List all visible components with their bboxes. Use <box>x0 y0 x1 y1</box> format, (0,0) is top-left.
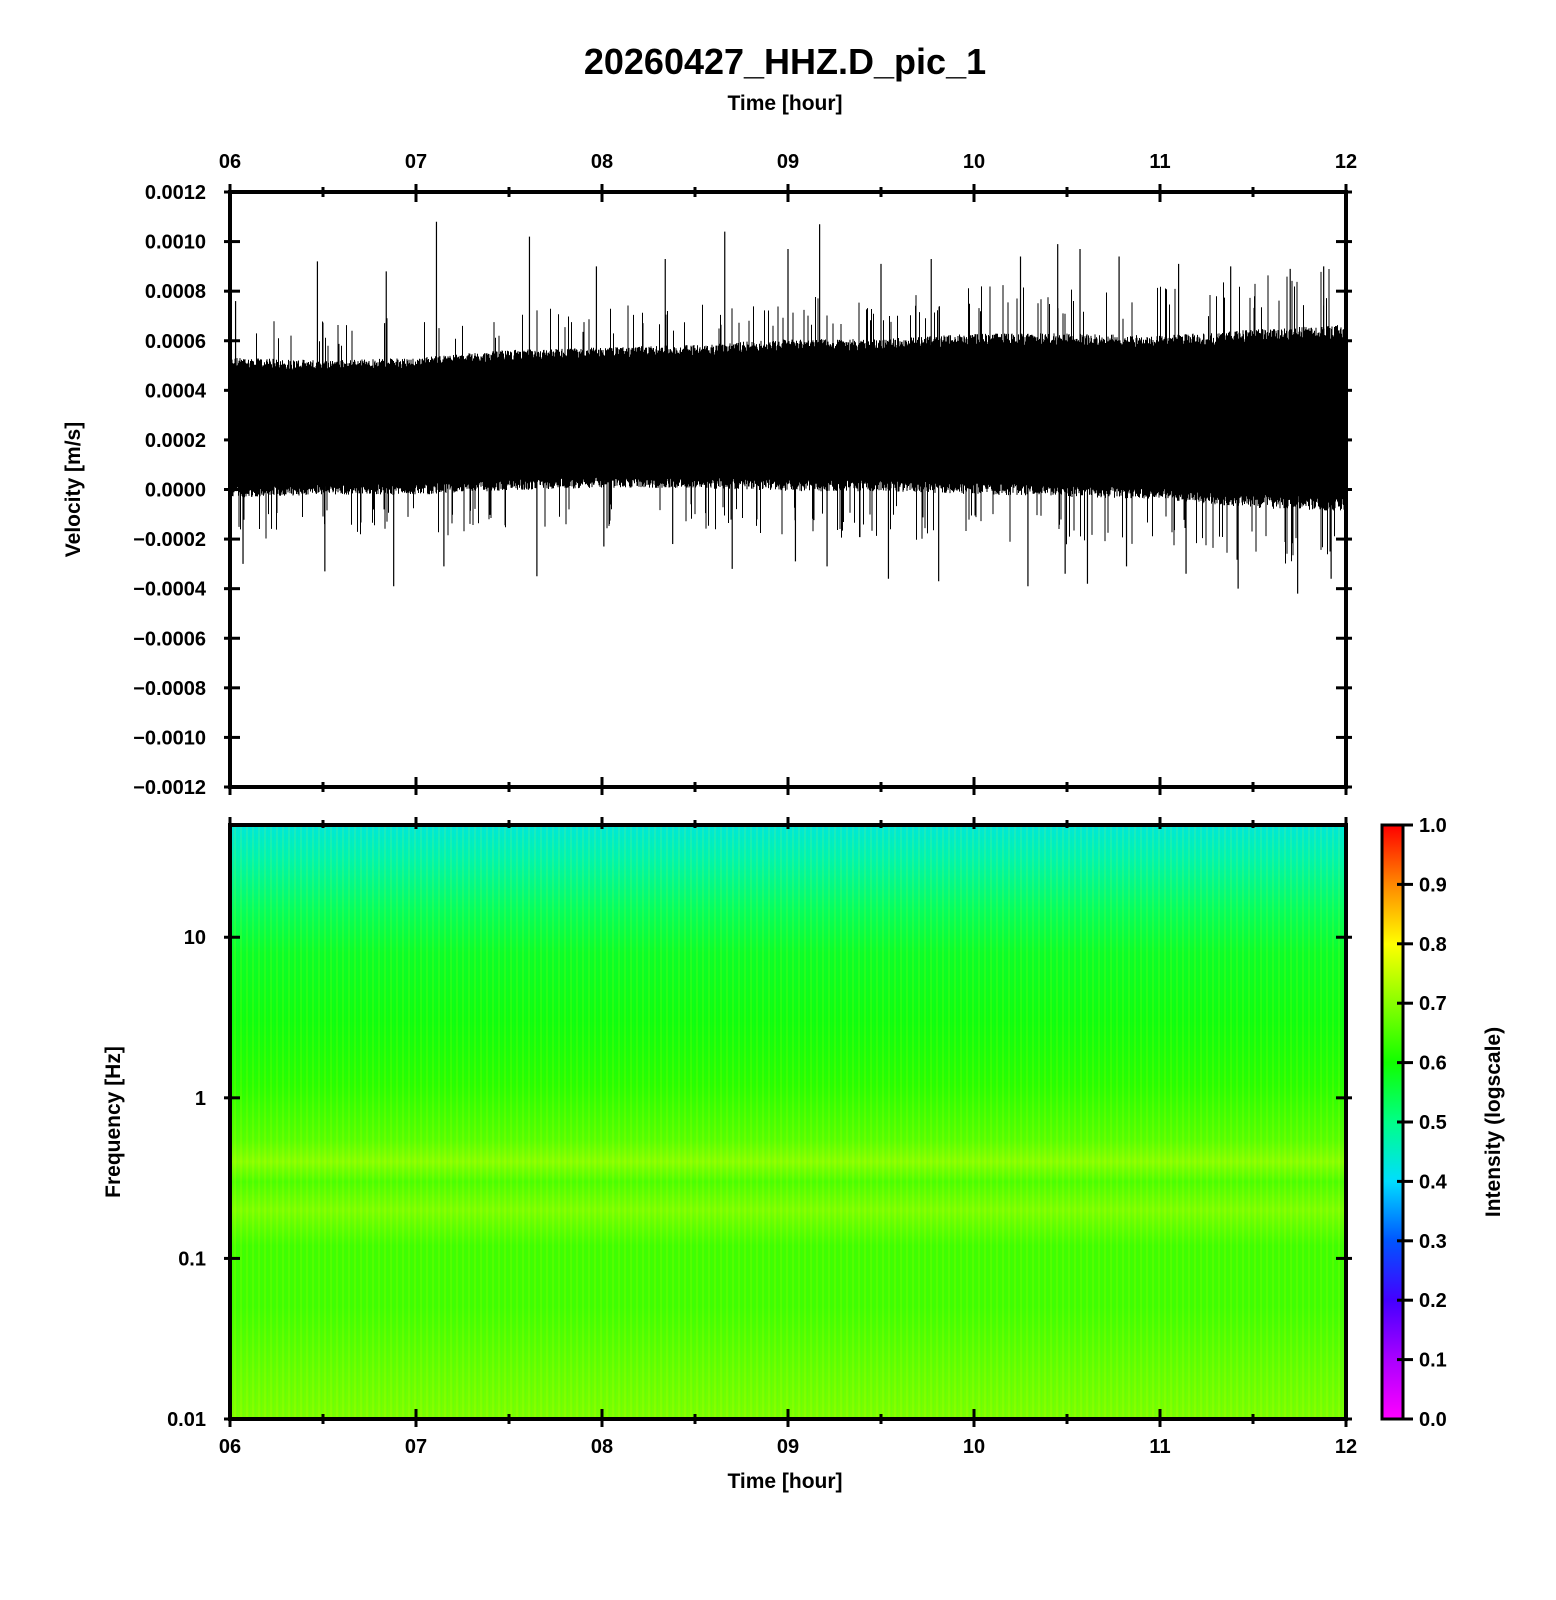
velocity-tick-label: 0.0002 <box>145 430 206 452</box>
time-tick-label: 12 <box>1335 1436 1357 1458</box>
waveform-trace <box>230 221 1346 594</box>
top-axis-label: Time [hour] <box>727 92 842 115</box>
time-tick-label: 08 <box>591 1436 613 1458</box>
time-tick-label: 09 <box>777 1436 799 1458</box>
top-time-tick-label: 12 <box>1335 151 1357 173</box>
colorbar-tick-label: 0.4 <box>1419 1171 1448 1193</box>
frequency-tick-label: 0.1 <box>178 1248 206 1270</box>
top-time-tick-label: 10 <box>963 151 985 173</box>
top-time-tick-label: 07 <box>405 151 427 173</box>
top-time-tick-label: 08 <box>591 151 613 173</box>
velocity-tick-label: 0.0004 <box>145 380 207 402</box>
colorbar: 1.0 0.9 0.8 0.7 0.6 0.5 0.4 0.3 0.2 0.1 0.0 Intens… <box>1380 815 1505 1431</box>
velocity-tick-label: −0.0006 <box>133 628 206 650</box>
velocity-tick-label: −0.0010 <box>133 727 206 749</box>
velocity-tick-label: 0.0008 <box>145 281 206 303</box>
figure-title: 20260427_HHZ.D_pic_1 <box>584 41 986 82</box>
colorbar-tick-label: 0.0 <box>1419 1409 1447 1431</box>
colorbar-tick-label: 0.2 <box>1419 1290 1447 1312</box>
time-tick-label: 11 <box>1149 1436 1170 1458</box>
colorbar-tick-label: 0.3 <box>1419 1231 1447 1253</box>
colorbar-tick-label: 0.6 <box>1419 1053 1447 1075</box>
colorbar-tick-label: 1.0 <box>1419 815 1447 837</box>
colorbar-ticks: 1.0 0.9 0.8 0.7 0.6 0.5 0.4 0.3 0.2 0.1 0.0 <box>1397 815 1448 1431</box>
colorbar-tick-label: 0.9 <box>1419 874 1447 896</box>
frequency-tick-label: 1 <box>195 1088 206 1110</box>
spectrogram-frequency-ticks: 10 1 0.1 0.01 <box>167 927 1352 1431</box>
spectrogram-texture <box>230 825 1346 1419</box>
spectrogram-panel: 06 07 08 09 10 11 12 10 1 0.1 0.01 Frequency [Hz]… <box>102 817 1357 1493</box>
time-tick-label: 07 <box>405 1436 427 1458</box>
bottom-axis-label: Time [hour] <box>727 1470 842 1493</box>
time-tick-label: 10 <box>963 1436 985 1458</box>
velocity-tick-label: −0.0012 <box>133 777 206 799</box>
velocity-tick-label: −0.0008 <box>133 678 206 700</box>
velocity-tick-label: −0.0004 <box>133 579 207 601</box>
waveform-velocity-ticks: 0.0012 0.0010 0.0008 0.0006 0.0004 0.0002 0.00… <box>133 182 1352 799</box>
colorbar-tick-label: 0.8 <box>1419 934 1447 956</box>
velocity-tick-label: 0.0012 <box>145 182 206 204</box>
waveform-panel: 06 07 08 09 10 11 12 0.00120.00100.00080.00060… <box>62 151 1357 799</box>
frequency-tick-label: 0.01 <box>167 1409 206 1431</box>
spectrogram-time-ticks: 06 07 08 09 10 11 12 <box>219 817 1357 1458</box>
time-tick-label: 06 <box>219 1436 241 1458</box>
frequency-tick-label: 10 <box>184 927 206 949</box>
waveform-top-time-ticks: 06 07 08 09 10 11 12 <box>219 151 1357 795</box>
top-time-tick-label: 06 <box>219 151 241 173</box>
colorbar-label: Intensity (logscale) <box>1482 1027 1505 1217</box>
colorbar-tick-label: 0.1 <box>1419 1350 1447 1372</box>
velocity-axis-label: Velocity [m/s] <box>62 422 85 557</box>
frequency-axis-label: Frequency [Hz] <box>102 1046 125 1198</box>
velocity-tick-label: 0.0010 <box>145 232 206 254</box>
top-time-tick-label: 11 <box>1149 151 1170 173</box>
colorbar-tick-label: 0.5 <box>1419 1112 1447 1134</box>
colorbar-gradient <box>1382 825 1403 1419</box>
velocity-tick-label: 0.0000 <box>145 480 206 502</box>
velocity-tick-label: 0.0006 <box>145 331 206 353</box>
velocity-tick-label: −0.0002 <box>133 529 206 551</box>
top-time-tick-label: 09 <box>777 151 799 173</box>
colorbar-tick-label: 0.7 <box>1419 993 1447 1015</box>
